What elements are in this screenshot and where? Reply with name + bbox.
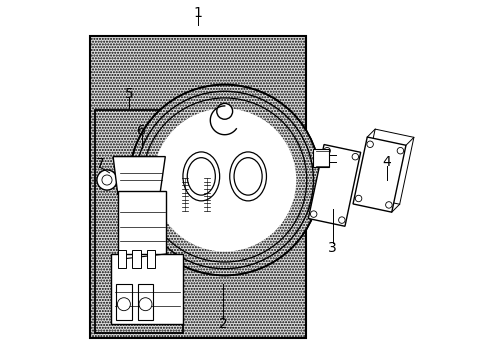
Circle shape: [129, 85, 320, 275]
Circle shape: [396, 148, 403, 154]
Circle shape: [117, 298, 130, 311]
Circle shape: [129, 85, 320, 275]
Text: 6: 6: [137, 125, 146, 138]
Circle shape: [338, 217, 345, 223]
Bar: [132, 250, 141, 268]
Bar: [89, 36, 305, 338]
Polygon shape: [352, 137, 405, 212]
Text: 4: 4: [382, 155, 390, 169]
Circle shape: [139, 298, 152, 311]
Circle shape: [351, 153, 358, 160]
Text: 1: 1: [193, 6, 202, 19]
Text: 5: 5: [124, 87, 133, 100]
Text: 7: 7: [96, 157, 104, 171]
Circle shape: [355, 195, 361, 202]
Bar: [146, 250, 155, 268]
Polygon shape: [360, 129, 413, 204]
Bar: [137, 284, 153, 320]
Circle shape: [216, 103, 232, 119]
Bar: [118, 250, 126, 268]
Circle shape: [97, 170, 117, 190]
Bar: [111, 254, 183, 324]
Bar: [116, 284, 132, 320]
Circle shape: [366, 141, 373, 148]
Polygon shape: [308, 144, 360, 226]
Circle shape: [310, 211, 316, 217]
Circle shape: [385, 202, 391, 208]
Text: 2: 2: [218, 317, 227, 331]
Bar: [312, 149, 328, 167]
Circle shape: [153, 108, 296, 252]
Polygon shape: [113, 157, 165, 194]
Bar: [118, 191, 166, 259]
Circle shape: [102, 175, 112, 185]
Circle shape: [323, 148, 330, 154]
Text: 3: 3: [327, 242, 336, 255]
Bar: [95, 110, 183, 333]
